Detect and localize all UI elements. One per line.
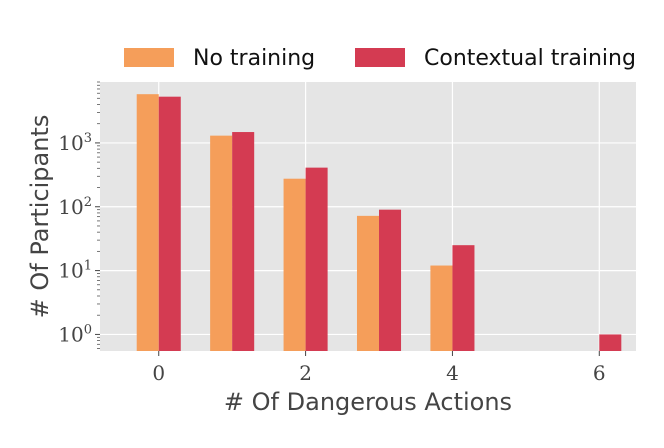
axis-ticks: 100 101 102 103 0 2 4 6 bbox=[58, 81, 606, 385]
legend-label: No training bbox=[193, 46, 315, 71]
x-tick-label: 6 bbox=[593, 361, 606, 385]
bar-no-training bbox=[356, 215, 380, 351]
x-tick-label: 4 bbox=[446, 361, 459, 385]
x-tick-label: 0 bbox=[152, 361, 165, 385]
y-tick-label: 103 bbox=[58, 131, 92, 155]
bar-contextual-training bbox=[305, 167, 328, 351]
x-tick-label: 2 bbox=[299, 361, 312, 385]
bar-contextual-training bbox=[452, 245, 475, 351]
bar-contextual-training bbox=[158, 96, 181, 351]
bar-contextual-training bbox=[599, 334, 622, 351]
y-axis-label: # Of Participants bbox=[26, 115, 54, 319]
bar-no-training bbox=[210, 135, 233, 351]
x-axis-label: # Of Dangerous Actions bbox=[224, 388, 512, 416]
bars bbox=[136, 94, 622, 351]
bar-contextual-training bbox=[379, 209, 402, 351]
y-tick-label: 102 bbox=[58, 195, 92, 219]
legend-label: Contextual training bbox=[424, 46, 636, 71]
legend: No training Contextual training bbox=[124, 46, 636, 71]
legend-swatch bbox=[355, 48, 405, 67]
y-tick-label: 100 bbox=[58, 322, 92, 346]
legend-swatch bbox=[124, 48, 174, 67]
y-tick-label: 101 bbox=[58, 259, 92, 283]
bar-no-training bbox=[283, 178, 306, 351]
bar-no-training bbox=[136, 94, 159, 351]
bar-contextual-training bbox=[232, 132, 255, 351]
bar-no-training bbox=[430, 265, 453, 351]
